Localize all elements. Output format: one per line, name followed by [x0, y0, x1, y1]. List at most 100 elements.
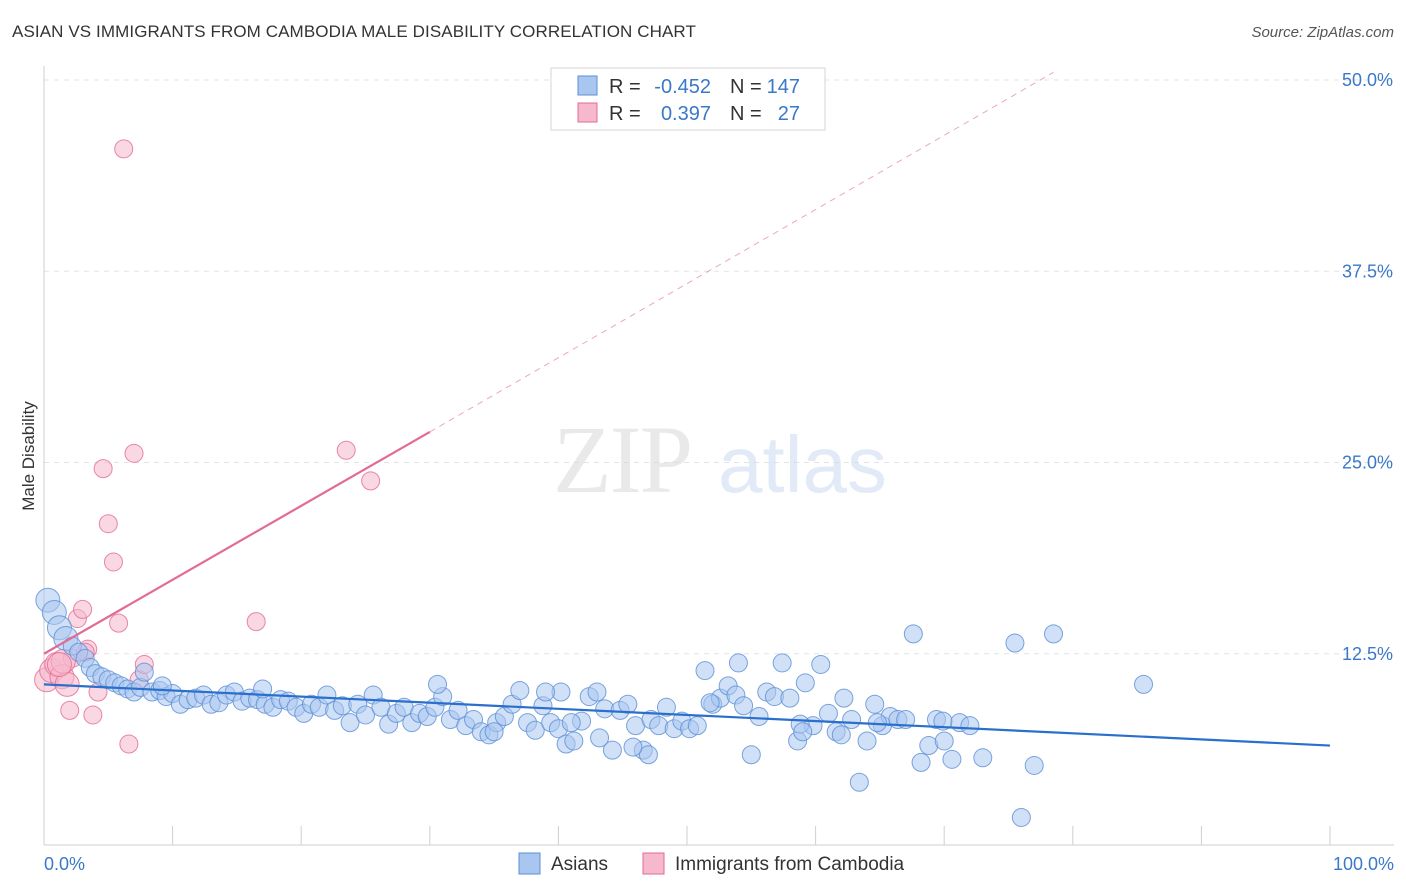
asians-point-83	[649, 716, 669, 736]
legend-r-label-cambodia: R =	[609, 103, 641, 125]
asians-point-130	[638, 745, 658, 765]
asians-point-104	[811, 654, 831, 674]
cambodia-point-22	[361, 471, 381, 491]
x-tick-label-min: 0.0%	[44, 854, 85, 874]
legend-r-value-cambodia: 0.397	[661, 103, 711, 125]
asians-point-100	[780, 688, 800, 708]
asians-point-79	[618, 694, 638, 714]
asians-point-77	[602, 740, 622, 760]
asians-point-65	[510, 680, 530, 700]
chart-source: Source: ZipAtlas.com	[1251, 24, 1394, 41]
asians-point-135	[793, 722, 813, 742]
y-tick-label-2: 37.5%	[1342, 261, 1393, 281]
watermark: ZIP atlas	[553, 406, 887, 513]
bottom-legend-swatch-asians	[518, 852, 541, 875]
cambodia-point-20	[246, 612, 266, 632]
bottom-legend-swatch-cambodia	[642, 852, 665, 875]
asians-point-16	[134, 662, 154, 682]
cambodia-point-21	[336, 440, 356, 460]
asians-point-146	[152, 676, 172, 696]
asians-point-108	[842, 710, 862, 730]
asians-point-123	[973, 748, 993, 768]
asians-point-138	[960, 716, 980, 736]
bottom-legend-label-asians: Asians	[551, 854, 608, 875]
trend-line-asians	[43, 683, 1331, 747]
cambodia-point-14	[109, 613, 129, 633]
asians-point-45	[356, 705, 375, 725]
y-tick-label-3: 50.0%	[1342, 70, 1393, 90]
asians-point-75	[587, 682, 607, 702]
asians-point-131	[484, 722, 504, 742]
legend-swatch-cambodia	[577, 102, 598, 123]
asians-point-96	[749, 706, 769, 726]
series-asians-points	[35, 587, 1154, 827]
asians-point-88	[687, 716, 707, 736]
cambodia-point-12	[98, 514, 118, 534]
asians-point-120	[934, 731, 954, 751]
legend-swatch-asians	[577, 75, 598, 96]
asians-point-134	[728, 653, 748, 673]
asians-point-102	[795, 673, 815, 693]
cambodia-point-9	[83, 705, 103, 725]
asians-point-140	[623, 737, 643, 757]
asians-point-43	[340, 713, 360, 733]
legend-r-label-asians: R =	[609, 76, 641, 98]
cambodia-point-11	[93, 459, 113, 479]
asians-point-105	[818, 703, 838, 723]
svg-text:atlas: atlas	[718, 420, 887, 509]
bottom-legend: Asians Immigrants from Cambodia	[518, 852, 905, 875]
asians-point-107	[834, 688, 854, 708]
x-tick-label-max: 100.0%	[1333, 854, 1394, 874]
asians-point-72	[564, 731, 584, 751]
asians-point-111	[865, 694, 885, 714]
cambodia-point-7	[73, 599, 93, 619]
trend-lines	[43, 71, 1331, 747]
asians-point-95	[741, 745, 761, 765]
asians-point-57	[448, 700, 468, 720]
legend-n-value-cambodia: 27	[778, 103, 800, 125]
cambodia-point-24	[60, 700, 80, 720]
asians-point-137	[933, 711, 953, 731]
asians-point-117	[911, 752, 931, 772]
cambodia-point-15	[114, 139, 134, 159]
asians-point-133	[831, 725, 851, 745]
asians-point-94	[734, 696, 754, 716]
y-axis-tick-labels: 12.5% 25.0% 37.5% 50.0%	[1342, 70, 1393, 664]
asians-point-143	[590, 728, 610, 748]
x-axis-ticks	[43, 826, 1331, 845]
asians-point-84	[656, 697, 676, 717]
asians-point-132	[561, 713, 581, 733]
asians-point-125	[1024, 755, 1044, 775]
asians-point-144	[428, 674, 448, 694]
asians-point-99	[772, 653, 792, 673]
asians-point-126	[1044, 624, 1064, 644]
asians-point-40	[317, 685, 337, 705]
asians-point-110	[857, 731, 877, 751]
trend-line-cambodia-extension	[429, 71, 1054, 433]
cambodia-point-17	[124, 443, 144, 463]
asians-point-128	[1011, 807, 1031, 827]
cambodia-point-26	[46, 651, 72, 677]
legend-n-label-asians: N =	[730, 76, 762, 98]
gridlines	[44, 79, 1394, 655]
legend-r-value-asians: -0.452	[654, 76, 711, 98]
cambodia-point-13	[103, 552, 123, 572]
asians-point-127	[1134, 674, 1154, 694]
svg-text:ZIP: ZIP	[553, 406, 691, 513]
asians-point-67	[525, 720, 545, 740]
legend-n-label-cambodia: N =	[730, 103, 762, 125]
asians-point-109	[849, 772, 869, 792]
y-tick-label-1: 25.0%	[1342, 453, 1393, 473]
y-tick-label-0: 12.5%	[1342, 644, 1393, 664]
y-axis-label: Male Disability	[19, 401, 38, 511]
asians-point-142	[700, 693, 720, 713]
legend-n-value-asians: 147	[767, 76, 800, 98]
asians-point-136	[867, 713, 887, 733]
trend-line-cambodia	[43, 430, 431, 655]
bottom-legend-label-cambodia: Immigrants from Cambodia	[675, 854, 905, 875]
asians-point-121	[942, 749, 962, 769]
asians-point-141	[536, 682, 556, 702]
asians-point-116	[903, 624, 923, 644]
asians-point-89	[695, 661, 715, 681]
